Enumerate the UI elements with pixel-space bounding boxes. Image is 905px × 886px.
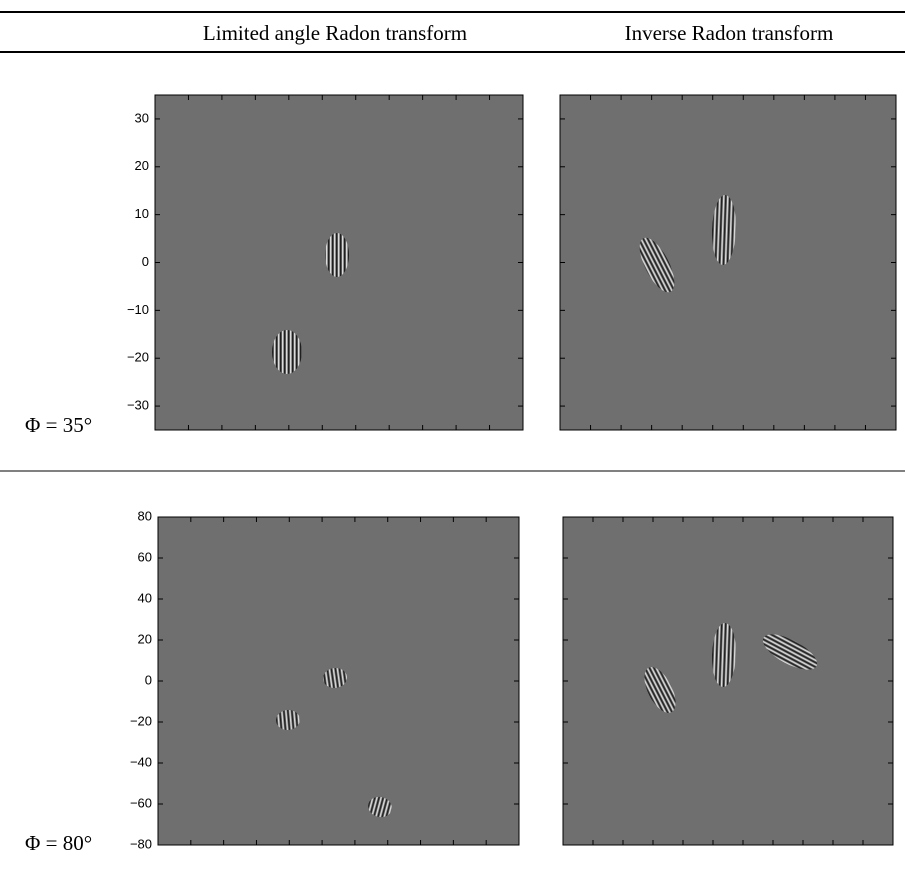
column-header: Inverse Radon transform [625,21,834,45]
row-label: Φ = 35° [25,413,92,437]
image-panel [560,95,896,430]
y-tick-label: 10 [135,206,149,221]
image-feature [272,330,302,374]
y-tick-label: 30 [135,110,149,125]
y-tick-label: 60 [138,549,152,564]
y-tick-label: −20 [127,350,149,365]
y-tick-label: 20 [138,631,152,646]
y-tick-label: −60 [130,795,152,810]
image-feature [325,233,349,277]
y-tick-label: −20 [130,713,152,728]
y-tick-label: 40 [138,590,152,605]
y-tick-label: −30 [127,398,149,413]
y-tick-label: −10 [127,302,149,317]
y-tick-label: 80 [138,508,152,523]
figure: Limited angle Radon transform Inverse Ra… [0,0,905,886]
y-tick-label: 0 [145,672,152,687]
row-label: Φ = 80° [25,831,92,855]
y-tick-label: −80 [130,836,152,851]
y-tick-label: −40 [130,754,152,769]
column-header: Limited angle Radon transform [203,21,467,45]
y-tick-label: 20 [135,158,149,173]
y-tick-label: 0 [142,254,149,269]
